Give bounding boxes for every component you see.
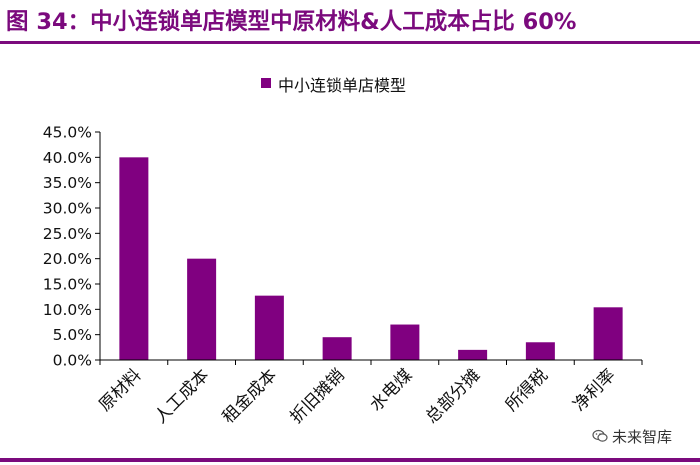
title-rule: [0, 41, 700, 44]
x-tick-label: 净利率: [569, 365, 619, 415]
y-tick-label: 35.0%: [43, 174, 92, 192]
y-axis: 0.0% 5.0% 10.0% 15.0% 20.0% 25.0% 30.0% 35.0% 40…: [43, 124, 101, 370]
figure-title: 图 34：中小连锁单店模型中原材料&人工成本占比 60%: [6, 9, 577, 35]
y-tick-label: 20.0%: [43, 250, 92, 268]
y-tick-label: 5.0%: [53, 326, 92, 344]
x-tick-label: 人工成本: [151, 365, 213, 427]
x-axis: 原材料 人工成本 租金成本 折旧摊销 水电煤 总部分摊 所得税 净利率: [95, 359, 643, 428]
wechat-icon: [592, 429, 608, 442]
bars: [119, 157, 623, 360]
x-tick-label: 总部分摊: [422, 365, 484, 427]
x-tick-label: 所得税: [502, 365, 552, 415]
bar: [525, 342, 555, 360]
bar: [322, 337, 352, 360]
y-tick-label: 40.0%: [43, 149, 92, 167]
watermark-text: 未来智库: [612, 427, 673, 446]
x-tick-label: 租金成本: [219, 365, 281, 427]
bar: [458, 349, 488, 360]
bottom-rule: [0, 458, 700, 462]
bar: [187, 258, 217, 360]
bar: [254, 295, 284, 360]
y-tick-label: 10.0%: [43, 301, 92, 319]
y-tick-label: 25.0%: [43, 225, 92, 243]
y-tick-label: 45.0%: [43, 124, 92, 142]
x-tick-label: 水电煤: [366, 365, 416, 415]
bar: [119, 157, 149, 360]
legend: 中小连锁单店模型: [261, 76, 406, 95]
y-tick-label: 30.0%: [43, 200, 92, 218]
legend-swatch: [261, 78, 271, 88]
y-tick-label: 15.0%: [43, 276, 92, 294]
x-tick-label: 折旧摊销: [286, 365, 348, 427]
legend-label: 中小连锁单店模型: [278, 76, 406, 95]
watermark: 未来智库: [592, 425, 672, 447]
x-tick-label: 原材料: [95, 365, 145, 415]
bar: [390, 324, 420, 360]
bar: [593, 307, 623, 360]
y-tick-label: 0.0%: [53, 352, 92, 370]
